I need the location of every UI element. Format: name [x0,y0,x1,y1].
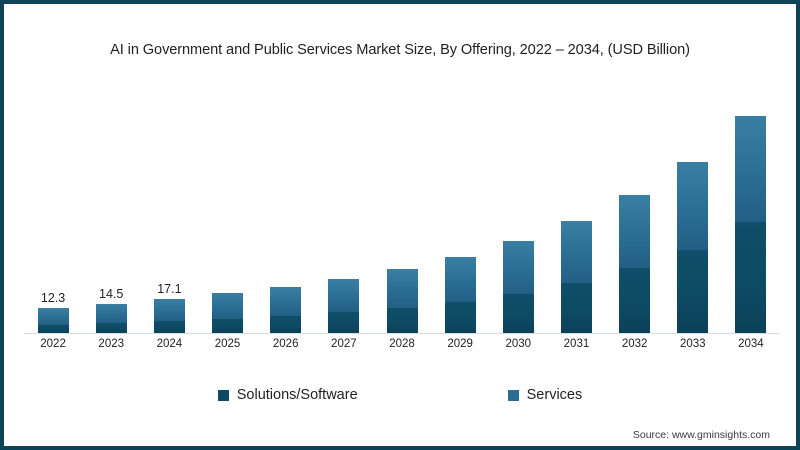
x-axis-tick-2028: 2028 [389,338,415,350]
bar-group-2022[interactable]: 12.3 [37,291,69,333]
bar-segment-services-2023[interactable] [95,304,127,324]
bar-segment-services-2029[interactable] [444,256,476,302]
bar-segment-services-2030[interactable] [502,241,534,294]
chart-legend: Solutions/Software Services [4,387,796,403]
bar-group-2032[interactable] [619,194,651,333]
bar-group-2030[interactable] [502,241,534,333]
bar-group-2028[interactable] [386,269,418,333]
bar-segment-services-2032[interactable] [619,194,651,269]
bar-segment-solutions-2032[interactable] [619,268,651,333]
bar-segment-solutions-2034[interactable] [735,222,767,333]
x-axis-tick-2026: 2026 [272,338,299,350]
x-axis-tick-2025: 2025 [214,338,241,350]
bar-segment-solutions-2023[interactable] [95,323,127,333]
legend-item-services[interactable]: Services [507,387,583,403]
bar-segment-services-2025[interactable] [212,293,244,319]
legend-label: Services [526,387,583,403]
bar-segment-services-2028[interactable] [386,269,418,308]
bar-segment-solutions-2025[interactable] [212,318,244,333]
bar-segment-solutions-2031[interactable] [560,282,592,333]
bar-segment-services-2024[interactable] [153,298,185,321]
bar-group-2025[interactable] [212,293,244,333]
bar-group-2026[interactable] [270,286,302,333]
legend-item-solutions-software[interactable]: Solutions/Software [217,387,358,403]
bar-group-2023[interactable]: 14.5 [95,287,127,333]
x-axis-tick-2032: 2032 [621,338,648,350]
x-axis-tick-2034: 2034 [738,338,764,350]
bar-segment-solutions-2022[interactable] [37,324,69,333]
bar-group-2031[interactable] [560,220,592,333]
bar-segment-solutions-2028[interactable] [386,307,418,333]
plot-area: 12.3 14.5 17.1 [24,64,780,334]
x-axis-tick-2022: 2022 [40,338,66,350]
x-axis-baseline [24,333,780,334]
x-axis-tick-2033: 2033 [679,338,706,350]
bar-segment-services-2031[interactable] [560,220,592,283]
bar-segment-solutions-2029[interactable] [444,301,476,333]
bar-segment-solutions-2026[interactable] [270,315,302,333]
bar-segment-solutions-2033[interactable] [677,249,709,333]
bar-group-2034[interactable] [735,115,767,333]
legend-label: Solutions/Software [236,387,358,403]
bar-segment-services-2022[interactable] [37,308,69,325]
bar-value-label-2023: 14.5 [99,287,124,301]
bar-segment-solutions-2024[interactable] [153,321,185,333]
x-axis-tick-2023: 2023 [98,338,125,350]
bar-value-label-2022: 12.3 [40,291,66,306]
x-axis-tick-2029: 2029 [447,338,473,350]
bar-segment-services-2034[interactable] [735,115,767,222]
x-axis-tick-2027: 2027 [331,338,357,350]
bar-group-2029[interactable] [444,256,476,333]
legend-swatch-icon [217,389,229,401]
bar-segment-solutions-2027[interactable] [328,312,360,333]
x-axis-tick-2031: 2031 [563,338,590,350]
bar-segment-solutions-2030[interactable] [502,293,534,333]
chart-title: AI in Government and Public Services Mar… [110,42,690,58]
x-axis-tick-2024: 2024 [156,338,183,350]
bar-segment-services-2033[interactable] [677,161,709,250]
legend-swatch-icon [507,389,519,401]
bar-group-2024[interactable]: 17.1 [153,282,185,333]
bar-segment-services-2026[interactable] [270,286,302,316]
bar-group-2027[interactable] [328,278,360,333]
bar-segment-services-2027[interactable] [328,278,360,313]
x-axis-tick-2030: 2030 [505,338,532,350]
source-attribution: Source: www.gminsights.com [632,429,770,441]
bar-group-2033[interactable] [677,161,709,333]
bar-value-label-2024: 17.1 [157,281,182,296]
